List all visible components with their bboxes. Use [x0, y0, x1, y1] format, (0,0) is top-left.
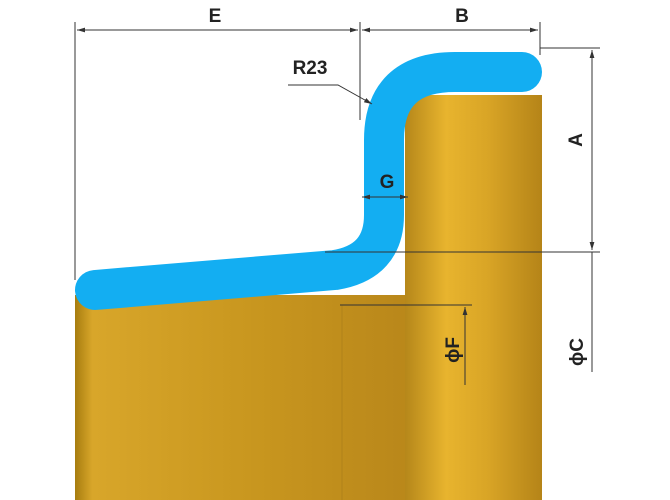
lower-body — [75, 295, 420, 500]
profile — [75, 52, 542, 310]
label-b: B — [455, 6, 469, 27]
upper-body — [405, 95, 542, 500]
label-c: ϕC — [567, 338, 588, 366]
label-f: ϕF — [443, 337, 464, 363]
extension-lines — [74, 22, 600, 372]
label-e: E — [209, 6, 222, 27]
label-g: G — [380, 172, 395, 193]
radius-leader — [288, 84, 373, 105]
label-radius: R23 — [293, 58, 328, 79]
label-a: A — [566, 133, 587, 147]
